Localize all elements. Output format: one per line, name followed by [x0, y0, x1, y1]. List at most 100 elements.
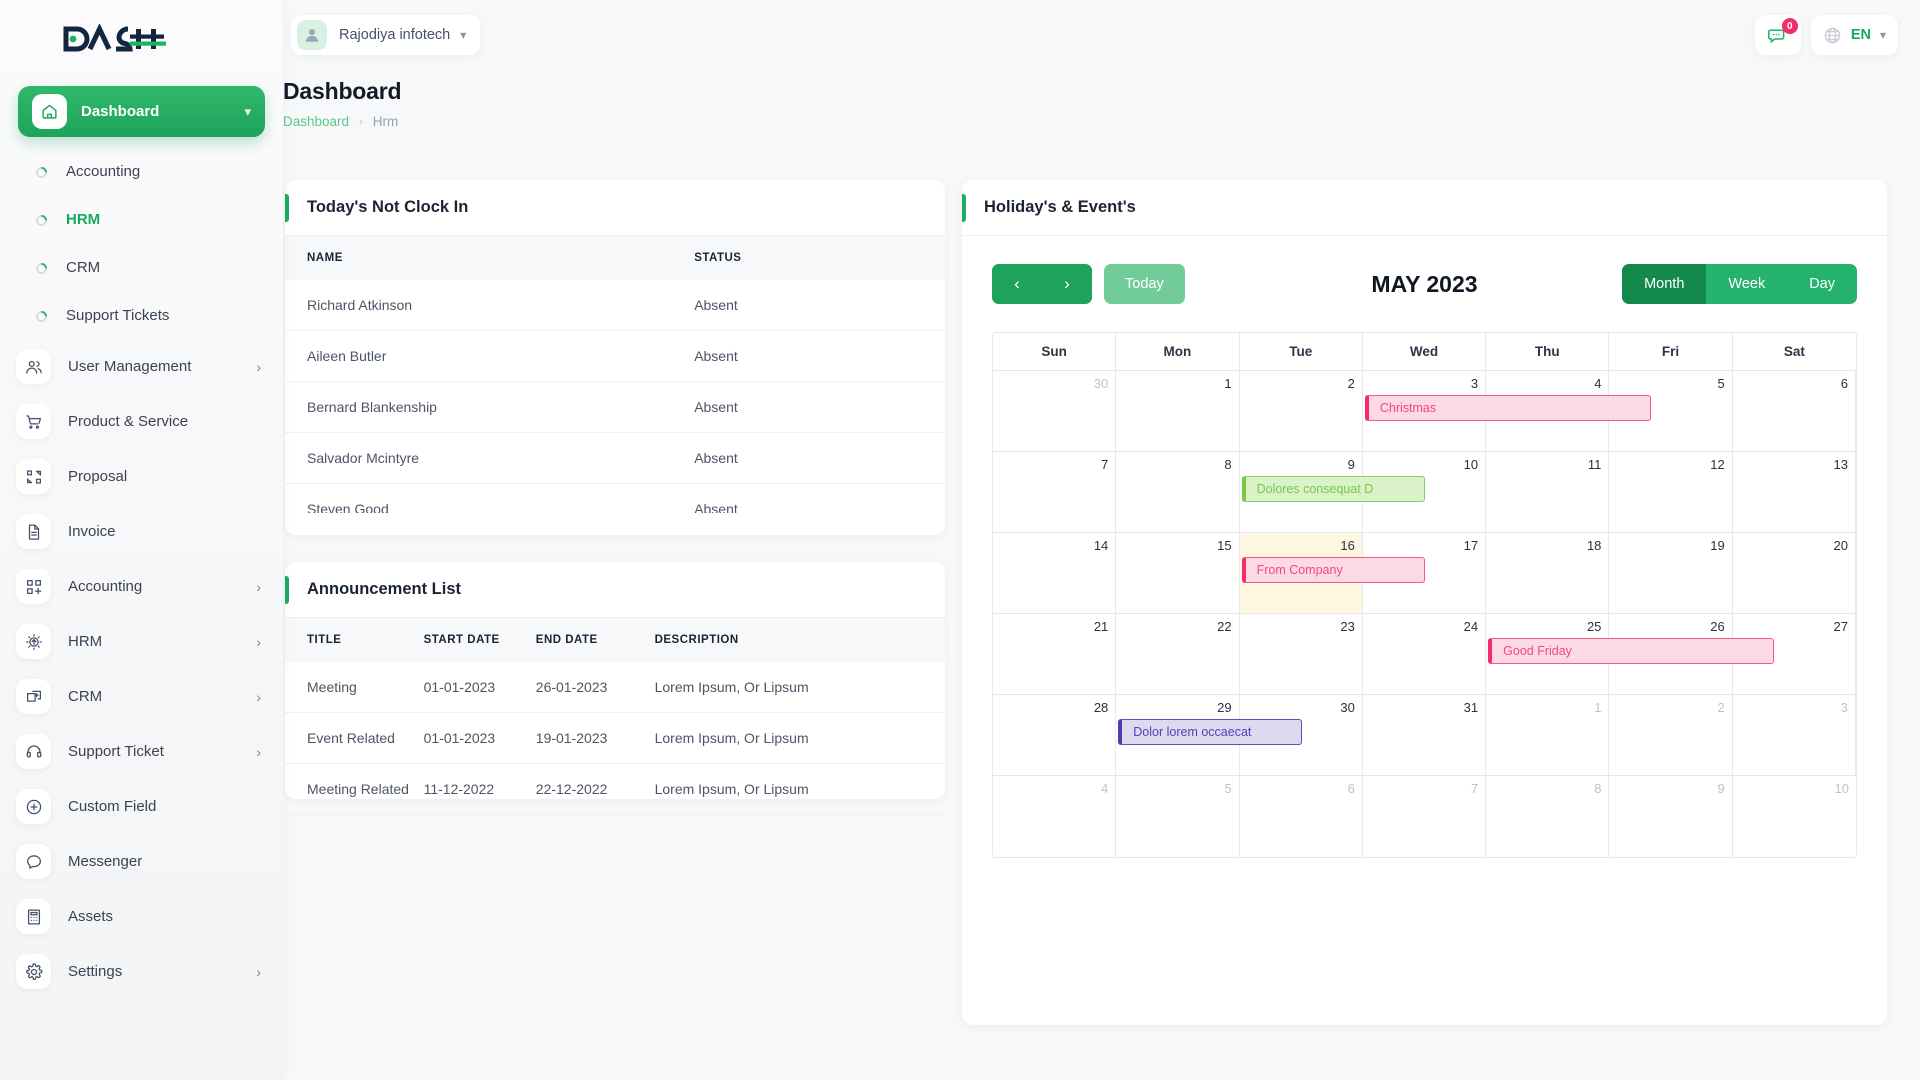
calendar-day-cell[interactable]: 19: [1609, 533, 1733, 613]
calendar-prev-button[interactable]: ‹: [992, 264, 1042, 304]
calendar-event-label: Good Friday: [1503, 644, 1572, 658]
calendar-day-cell[interactable]: 7: [993, 452, 1117, 532]
calendar-event[interactable]: From Company: [1241, 557, 1425, 583]
calendar-day-cell[interactable]: 1: [1116, 371, 1240, 451]
calendar-day-cell[interactable]: 21: [993, 614, 1117, 694]
sidebar-item-user-management[interactable]: User Management ›: [0, 339, 283, 394]
calendar-day-cell[interactable]: 8: [1486, 776, 1610, 857]
messenger-button[interactable]: 0: [1754, 15, 1801, 55]
sidebar-item-label: Custom Field: [68, 798, 157, 815]
table-row: Meeting Related 11-12-2022 22-12-2022 Lorem…: [285, 763, 945, 815]
table-row: Event Related 01-01-2023 19-01-2023 Lorem I…: [285, 712, 945, 764]
calendar-day-number: 2: [1717, 700, 1725, 715]
calendar-day-cell[interactable]: 7: [1363, 776, 1487, 857]
calendar-day-cell[interactable]: 2: [1609, 695, 1733, 775]
sidebar-item-assets[interactable]: Assets: [0, 889, 283, 944]
sidebar-item-accounting[interactable]: Accounting ›: [0, 559, 283, 614]
breadcrumb-root[interactable]: Dashboard: [283, 114, 350, 129]
page-title: Dashboard: [283, 78, 402, 104]
calendar-day-cell[interactable]: 10: [1363, 452, 1487, 532]
table-row: Meeting 01-01-2023 26-01-2023 Lorem Ipsum, …: [285, 662, 945, 713]
calendar-day-number: 20: [1833, 538, 1848, 553]
calendar-day-cell[interactable]: 22: [1116, 614, 1240, 694]
sidebar-item-messenger[interactable]: Messenger: [0, 834, 283, 889]
calendar-day-cell[interactable]: 17: [1363, 533, 1487, 613]
sidebar-subitem-support-tickets[interactable]: Support Tickets: [0, 291, 283, 339]
calendar-day-cell[interactable]: 5: [1609, 371, 1733, 451]
sidebar-subitem-crm[interactable]: CRM: [0, 243, 283, 291]
cell-name: Aileen Butler: [285, 330, 695, 382]
gear-icon: [16, 954, 51, 989]
calendar-day-cell[interactable]: 3: [1733, 695, 1856, 775]
calendar-day-cell[interactable]: 6: [1240, 776, 1363, 857]
calendar-event-label: From Company: [1256, 563, 1343, 577]
calendar-day-number: 10: [1463, 457, 1479, 472]
calendar-day-cell[interactable]: 2: [1240, 371, 1363, 451]
calendar-event[interactable]: Good Friday: [1488, 638, 1774, 664]
calendar-day-number: 16: [1340, 538, 1355, 553]
calendar-day-cell[interactable]: 31: [1363, 695, 1487, 775]
calendar-event[interactable]: Dolores consequat D: [1241, 476, 1425, 502]
sidebar-item-label: Proposal: [68, 468, 128, 485]
calendar-event[interactable]: Dolor lorem occaecat: [1118, 719, 1302, 745]
sidebar-item-settings[interactable]: Settings ›: [0, 944, 283, 999]
calendar-day-cell[interactable]: 18: [1486, 533, 1610, 613]
calendar-day-cell[interactable]: 5: [1116, 776, 1240, 857]
calendar-day-cell[interactable]: 23: [1240, 614, 1363, 694]
calendar-week-row: 21 22 23 24 25 26 27 Good Friday: [993, 614, 1856, 695]
calendar-day-cell[interactable]: 12: [1609, 452, 1733, 532]
calendar-week-row: 7 8 9 10 11 12 13 Dolores consequat D: [993, 452, 1856, 533]
calendar-view-group: Month Week Day: [1622, 264, 1857, 304]
sidebar-item-proposal[interactable]: Proposal: [0, 449, 283, 504]
calendar-view-day-button[interactable]: Day: [1787, 264, 1857, 304]
sidebar-item-hrm[interactable]: HRM ›: [0, 614, 283, 669]
sidebar-subitem-accounting[interactable]: Accounting: [0, 147, 283, 195]
calendar-day-cell[interactable]: 28: [993, 695, 1117, 775]
clock-in-scroll-area[interactable]: NAME STATUS Richard Atkinson Absent Aileen…: [285, 236, 945, 513]
calendar-view-month-button[interactable]: Month: [1622, 264, 1707, 304]
sidebar-item-support-ticket[interactable]: Support Ticket ›: [0, 724, 283, 779]
cell-status: Absent: [694, 280, 945, 331]
sidebar-item-custom-field[interactable]: Custom Field: [0, 779, 283, 834]
calendar-next-button[interactable]: ›: [1042, 264, 1092, 304]
calendar-day-cell[interactable]: 11: [1486, 452, 1610, 532]
calendar-day-cell[interactable]: 20: [1733, 533, 1856, 613]
cell-start-date: 11-12-2022: [423, 763, 536, 815]
calendar-today-button[interactable]: Today: [1104, 264, 1185, 304]
sidebar-item-dashboard[interactable]: Dashboard ▾: [18, 86, 265, 137]
calendar-day-cell[interactable]: 6: [1733, 371, 1856, 451]
company-switcher[interactable]: Rajodiya infotech ▾: [291, 15, 481, 55]
calendar-day-cell[interactable]: 15: [1116, 533, 1240, 613]
sidebar-item-invoice[interactable]: Invoice: [0, 504, 283, 559]
table-header-row: NAME STATUS: [285, 236, 945, 280]
calendar-day-cell[interactable]: 14: [993, 533, 1117, 613]
sidebar-subitem-hrm[interactable]: HRM: [0, 195, 283, 243]
cell-name: Salvador Mcintyre: [285, 432, 695, 484]
calendar-day-cell[interactable]: 10: [1733, 776, 1856, 857]
calendar-day-cell[interactable]: 24: [1363, 614, 1487, 694]
calendar-day-cell[interactable]: 30: [1240, 695, 1363, 775]
sidebar-subitems: Accounting HRM CRM Support Tickets: [0, 147, 283, 339]
calendar-day-number: 31: [1463, 700, 1479, 715]
calendar-day-number: 3: [1470, 376, 1479, 391]
sidebar-item-label: Settings: [68, 963, 123, 980]
sidebar-item-crm[interactable]: CRM ›: [0, 669, 283, 724]
calendar-day-cell[interactable]: 30: [993, 371, 1117, 451]
calendar-grid: Sun Mon Tue Wed Thu Fri Sat 30 1 2 3 4 5 6 Christmas 7…: [992, 332, 1857, 858]
sidebar-item-product-service[interactable]: Product & Service: [0, 394, 283, 449]
calendar-event[interactable]: Christmas: [1364, 395, 1651, 421]
calendar-day-number: 4: [1101, 781, 1109, 796]
calendar-day-number: 18: [1586, 538, 1602, 553]
calendar-day-cell[interactable]: 27: [1733, 614, 1856, 694]
calendar-day-cell[interactable]: 8: [1116, 452, 1240, 532]
calendar-day-cell[interactable]: 4: [993, 776, 1117, 857]
calendar-view-week-button[interactable]: Week: [1706, 264, 1788, 304]
calendar-day-cell[interactable]: 9: [1609, 776, 1733, 857]
cell-description: Lorem Ipsum, Or Lipsum: [654, 662, 945, 713]
app-logo[interactable]: [0, 0, 283, 78]
calendar-day-cell[interactable]: 13: [1733, 452, 1856, 532]
calendar-day-cell[interactable]: 1: [1486, 695, 1610, 775]
crm-icon: [16, 679, 51, 714]
table-body: Richard Atkinson Absent Aileen Butler Absen…: [285, 280, 945, 513]
language-selector[interactable]: EN ▾: [1810, 15, 1898, 55]
